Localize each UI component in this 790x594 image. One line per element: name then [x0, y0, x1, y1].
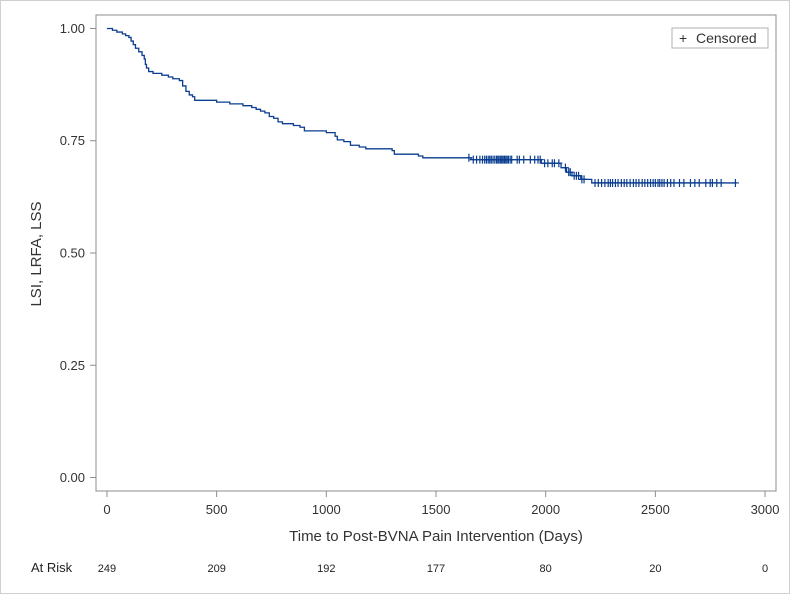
censored-markers — [465, 153, 739, 187]
at-risk-count: 20 — [649, 563, 661, 575]
at-risk-title: At Risk — [31, 560, 73, 575]
censor-mark — [680, 178, 688, 187]
censor-mark — [465, 153, 473, 162]
censor-mark — [575, 171, 583, 180]
x-tick-label: 500 — [206, 502, 228, 517]
plot-area-border — [95, 14, 777, 492]
censor-mark — [520, 155, 528, 164]
survival-curve — [106, 27, 737, 184]
legend-box — [671, 27, 769, 49]
at-risk-count: 177 — [427, 563, 445, 575]
y-tick-label: 0.50 — [60, 246, 85, 261]
x-tick-label: 2000 — [531, 502, 560, 517]
at-risk-count: 0 — [762, 563, 768, 575]
legend-censored-symbol: + — [679, 30, 687, 46]
at-risk-count: 80 — [540, 563, 552, 575]
censor-mark — [717, 178, 725, 187]
y-tick-label: 0.00 — [60, 470, 85, 485]
censor-mark — [561, 163, 569, 172]
y-tick-label: 0.25 — [60, 358, 85, 373]
censor-mark — [566, 168, 574, 177]
legend: + Censored — [671, 27, 769, 49]
x-tick-label: 2500 — [641, 502, 670, 517]
x-axis: 0 500 1000 1500 2000 2500 3000 — [103, 491, 779, 517]
at-risk-count: 209 — [207, 563, 225, 575]
at-risk-count: 249 — [98, 563, 116, 575]
x-tick-label: 0 — [103, 502, 110, 517]
x-axis-title: Time to Post-BVNA Pain Intervention (Day… — [289, 528, 583, 545]
y-tick-label: 1.00 — [60, 21, 85, 36]
censor-mark — [580, 175, 588, 184]
at-risk-table: At Risk 249 209 192 177 80 20 0 — [31, 560, 768, 575]
censor-mark — [695, 178, 703, 187]
at-risk-count: 192 — [317, 563, 335, 575]
x-tick-label: 1000 — [312, 502, 341, 517]
censor-mark — [555, 159, 563, 168]
legend-censored-label: Censored — [696, 30, 757, 46]
censor-mark — [731, 178, 739, 187]
x-tick-label: 3000 — [751, 502, 780, 517]
y-tick-label: 0.75 — [60, 133, 85, 148]
y-axis-title: LSI, LRFA, LSS — [28, 201, 45, 306]
y-axis: 0.00 0.25 0.50 0.75 1.00 — [60, 21, 96, 485]
x-tick-label: 1500 — [422, 502, 451, 517]
censor-mark — [536, 155, 544, 164]
